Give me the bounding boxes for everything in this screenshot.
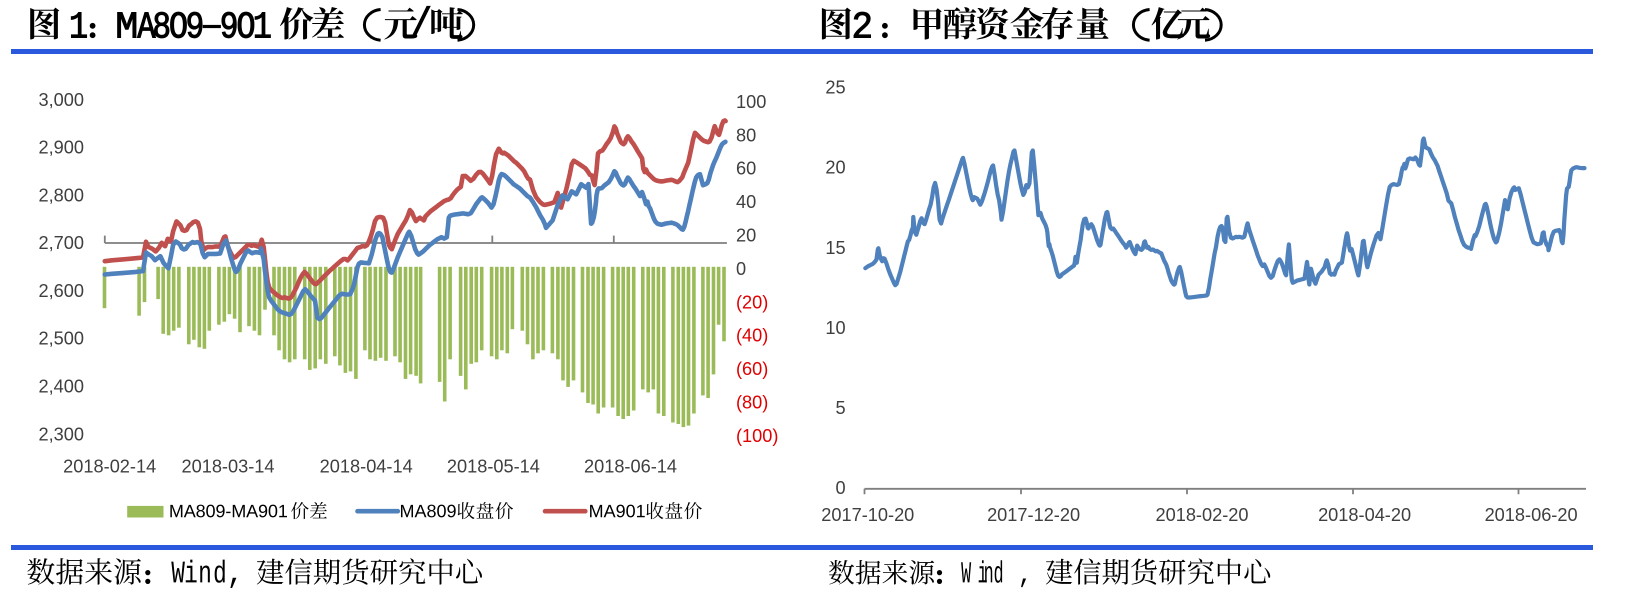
svg-text:0: 0	[835, 478, 845, 498]
svg-text:0: 0	[736, 259, 746, 279]
svg-text:3,000: 3,000	[38, 90, 84, 110]
svg-text:2018-06-14: 2018-06-14	[584, 457, 677, 477]
svg-text:20: 20	[825, 158, 845, 178]
svg-text:2,900: 2,900	[38, 138, 84, 158]
svg-text:(60): (60)	[736, 359, 768, 379]
svg-text:(100): (100)	[736, 426, 778, 446]
svg-text:2018-02-20: 2018-02-20	[1155, 505, 1248, 525]
svg-text:25: 25	[825, 78, 845, 98]
svg-text:2018-02-14: 2018-02-14	[63, 457, 156, 477]
svg-text:(80): (80)	[736, 393, 768, 413]
svg-text:60: 60	[736, 159, 756, 179]
svg-text:2017-10-20: 2017-10-20	[821, 505, 914, 525]
svg-text:(40): (40)	[736, 326, 768, 346]
svg-text:(20): (20)	[736, 292, 768, 312]
svg-text:2,300: 2,300	[38, 424, 84, 444]
svg-text:100: 100	[736, 92, 766, 112]
svg-text:15: 15	[825, 238, 845, 258]
svg-text:10: 10	[825, 318, 845, 338]
svg-text:2,800: 2,800	[38, 185, 84, 205]
svg-text:2018-06-20: 2018-06-20	[1485, 505, 1578, 525]
svg-text:5: 5	[835, 398, 845, 418]
svg-text:2,600: 2,600	[38, 281, 84, 301]
svg-text:2,400: 2,400	[38, 377, 84, 397]
svg-text:2,700: 2,700	[38, 233, 84, 253]
svg-text:2017-12-20: 2017-12-20	[987, 505, 1080, 525]
svg-text:40: 40	[736, 192, 756, 212]
svg-text:2,500: 2,500	[38, 329, 84, 349]
svg-text:20: 20	[736, 226, 756, 246]
svg-text:2018-05-14: 2018-05-14	[447, 457, 540, 477]
svg-text:2018-03-14: 2018-03-14	[181, 457, 274, 477]
svg-text:2018-04-14: 2018-04-14	[320, 457, 413, 477]
svg-text:2018-04-20: 2018-04-20	[1318, 505, 1411, 525]
svg-text:80: 80	[736, 125, 756, 145]
